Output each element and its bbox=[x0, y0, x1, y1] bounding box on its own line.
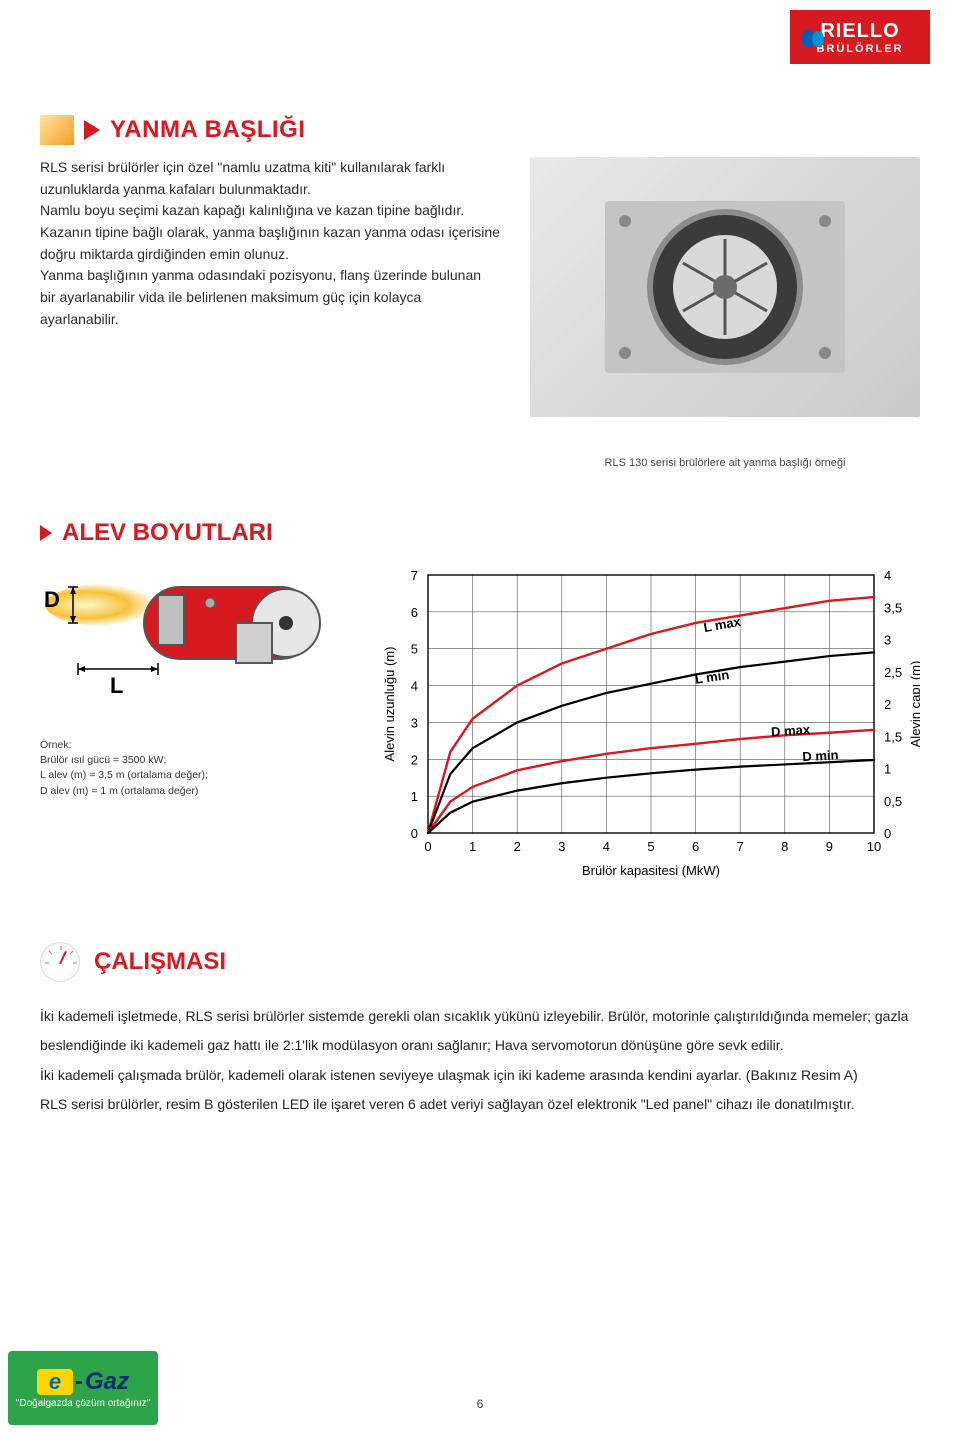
header-shade-icon bbox=[40, 115, 74, 145]
svg-text:2: 2 bbox=[884, 697, 891, 712]
section2-title: ALEV BOYUTLARI bbox=[62, 519, 273, 547]
svg-text:L min: L min bbox=[694, 667, 730, 687]
svg-text:1: 1 bbox=[884, 762, 891, 777]
svg-text:3: 3 bbox=[411, 715, 418, 730]
svg-text:D max: D max bbox=[771, 722, 812, 740]
photo-caption: RLS 130 serisi brülörlere ait yanma başl… bbox=[530, 457, 920, 469]
arrow-right-icon bbox=[40, 525, 52, 541]
svg-text:4: 4 bbox=[884, 568, 891, 583]
svg-text:0: 0 bbox=[884, 826, 891, 841]
svg-text:10: 10 bbox=[867, 839, 881, 854]
svg-text:7: 7 bbox=[411, 568, 418, 583]
svg-text:Brülör kapasitesi (MkW): Brülör kapasitesi (MkW) bbox=[582, 863, 720, 878]
section1-title: YANMA BAŞLIĞI bbox=[110, 116, 305, 144]
svg-text:4: 4 bbox=[603, 839, 610, 854]
svg-text:2: 2 bbox=[514, 839, 521, 854]
svg-text:Alevin uzunluğu (m): Alevin uzunluğu (m) bbox=[382, 647, 397, 762]
svg-text:2,5: 2,5 bbox=[884, 665, 902, 680]
svg-text:1: 1 bbox=[469, 839, 476, 854]
section3-body: İki kademeli işletmede, RLS serisi brülö… bbox=[40, 1002, 920, 1120]
footer-e: e bbox=[37, 1369, 73, 1395]
section3-title: ÇALIŞMASI bbox=[94, 948, 226, 976]
svg-text:D min: D min bbox=[802, 747, 839, 764]
page-number: 6 bbox=[477, 1397, 484, 1411]
footer-gaz: Gaz bbox=[85, 1368, 129, 1396]
svg-text:5: 5 bbox=[411, 642, 418, 657]
svg-text:1,5: 1,5 bbox=[884, 729, 902, 744]
brand-sub: BRÜLÖRLER bbox=[816, 43, 903, 55]
burner-diagram: D L Örnek: Brülör ısıl gücü = 3500 kW; L… bbox=[40, 563, 340, 799]
note-label: Örnek: bbox=[40, 738, 340, 753]
svg-text:1: 1 bbox=[411, 789, 418, 804]
section1-body: RLS serisi brülörler için özel "namlu uz… bbox=[40, 157, 500, 469]
svg-text:5: 5 bbox=[647, 839, 654, 854]
footer-dash: - bbox=[75, 1368, 83, 1396]
footer-tagline: "Doğalgazda çözüm ortağınız" bbox=[16, 1398, 150, 1409]
footer-logo: e - Gaz "Doğalgazda çözüm ortağınız" bbox=[8, 1351, 158, 1425]
svg-text:Alevin çapı (m): Alevin çapı (m) bbox=[908, 661, 920, 748]
section2-header: ALEV BOYUTLARI bbox=[40, 519, 920, 547]
combustion-head-photo bbox=[530, 157, 920, 417]
gauge-icon bbox=[40, 942, 80, 982]
svg-text:6: 6 bbox=[692, 839, 699, 854]
svg-text:4: 4 bbox=[411, 679, 418, 694]
brand-logo: RIELLO BRÜLÖRLER bbox=[790, 10, 930, 64]
svg-text:3: 3 bbox=[884, 633, 891, 648]
example-note: Örnek: Brülör ısıl gücü = 3500 kW; L ale… bbox=[40, 738, 340, 799]
brand-name: RIELLO bbox=[820, 20, 899, 43]
svg-text:0,5: 0,5 bbox=[884, 794, 902, 809]
svg-text:8: 8 bbox=[781, 839, 788, 854]
svg-text:L max: L max bbox=[702, 614, 742, 635]
note-line1: Brülör ısıl gücü = 3500 kW; bbox=[40, 753, 340, 768]
svg-text:6: 6 bbox=[411, 605, 418, 620]
note-line3: D alev (m) = 1 m (ortalama değer) bbox=[40, 784, 340, 799]
svg-text:9: 9 bbox=[826, 839, 833, 854]
svg-text:7: 7 bbox=[737, 839, 744, 854]
section3-header: ÇALIŞMASI bbox=[40, 942, 920, 982]
svg-text:2: 2 bbox=[411, 752, 418, 767]
svg-text:0: 0 bbox=[424, 839, 431, 854]
svg-text:0: 0 bbox=[411, 826, 418, 841]
svg-text:D: D bbox=[44, 587, 60, 612]
chevron-right-icon bbox=[84, 120, 100, 140]
svg-text:3,5: 3,5 bbox=[884, 600, 902, 615]
svg-text:3: 3 bbox=[558, 839, 565, 854]
flame-icon bbox=[798, 24, 826, 52]
flame-dimension-chart: 0123456789100123456700,511,522,533,54L m… bbox=[380, 563, 920, 908]
svg-text:L: L bbox=[110, 673, 123, 698]
section1-header: YANMA BAŞLIĞI bbox=[40, 115, 920, 145]
note-line2: L alev (m) = 3,5 m (ortalama değer); bbox=[40, 768, 340, 783]
